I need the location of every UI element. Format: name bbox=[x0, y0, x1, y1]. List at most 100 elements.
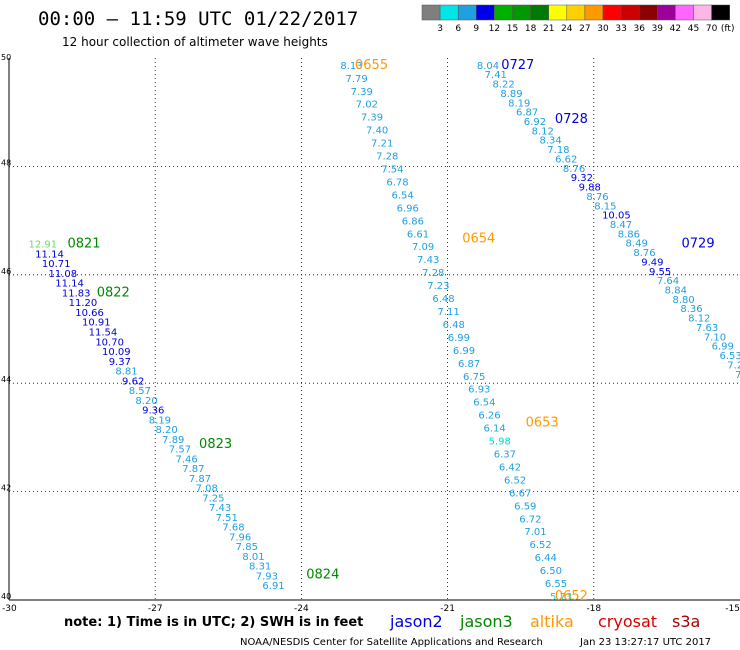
wave-height-value: 9.36 bbox=[142, 406, 164, 417]
wave-height-value: 7.79 bbox=[345, 74, 367, 85]
wave-height-value: 7.51 bbox=[216, 513, 238, 524]
wave-height-value: 6.59 bbox=[514, 501, 536, 512]
legend-label: 33 bbox=[615, 24, 626, 34]
wave-height-value: 7.63 bbox=[696, 323, 718, 334]
wave-height-value: 11.14 bbox=[35, 249, 64, 260]
wave-height-value: 8.15 bbox=[594, 201, 616, 212]
wave-height-value: 8.81 bbox=[115, 367, 137, 378]
legend-label: 45 bbox=[688, 24, 699, 34]
track-altika: 8.137.797.397.027.397.407.217.287.546.78… bbox=[340, 58, 588, 604]
legend-label: 12 bbox=[489, 24, 500, 34]
wave-height-value: 10.05 bbox=[602, 211, 631, 222]
wave-height-value: 6.78 bbox=[386, 177, 408, 188]
lat-tick-label: 44 bbox=[1, 375, 11, 384]
wave-height-value: 11.14 bbox=[55, 279, 84, 290]
legend-label: 18 bbox=[525, 24, 537, 34]
lat-tick-label: 48 bbox=[1, 158, 11, 167]
wave-height-value: 7.46 bbox=[176, 454, 198, 465]
wave-height-value: 8.86 bbox=[618, 229, 640, 240]
wave-height-value: 8.80 bbox=[673, 295, 695, 306]
legend-label: 42 bbox=[670, 24, 681, 34]
wave-height-value: 8.89 bbox=[500, 89, 522, 100]
wave-height-value: 8.31 bbox=[249, 562, 271, 573]
legend-swatch bbox=[711, 4, 730, 21]
wave-height-value: 8.04 bbox=[477, 61, 499, 72]
wave-height-value: 9.49 bbox=[641, 257, 663, 268]
wave-height-value: 6.14 bbox=[483, 424, 505, 435]
legend-swatch bbox=[566, 4, 586, 21]
lat-tick-label: 40 bbox=[1, 592, 11, 601]
pass-time-label: 0655 bbox=[355, 58, 388, 73]
satellite-name-jason2: jason2 bbox=[389, 612, 443, 631]
footer-note: note: 1) Time is in UTC; 2) SWH is in fe… bbox=[64, 615, 363, 630]
wave-height-value: 8.36 bbox=[680, 304, 702, 315]
wave-height-value: 7.64 bbox=[657, 276, 679, 287]
wave-height-value: 6.42 bbox=[499, 462, 521, 473]
wave-height-value: 9.88 bbox=[579, 183, 601, 194]
wave-height-value: 7.08 bbox=[196, 484, 218, 495]
wave-height-value: 6.44 bbox=[535, 553, 557, 564]
wave-height-value: 7.85 bbox=[236, 542, 258, 553]
wave-height-value: 8.47 bbox=[610, 220, 632, 231]
pass-time-label: 0727 bbox=[501, 58, 534, 73]
legend-label: 24 bbox=[561, 24, 573, 34]
wave-height-value: 7.57 bbox=[169, 445, 191, 456]
wave-height-value: 7.25 bbox=[202, 493, 224, 504]
legend-label: 9 bbox=[473, 24, 479, 34]
lon-tick-label: -18 bbox=[586, 604, 601, 614]
legend-label: 3 bbox=[437, 24, 443, 34]
satellite-name-altika: altika bbox=[530, 612, 574, 631]
wave-height-value: 11.54 bbox=[89, 328, 118, 339]
wave-height-value: 6.93 bbox=[468, 385, 490, 396]
wave-height-value: 8.57 bbox=[129, 386, 151, 397]
wave-height-value: 7.22 bbox=[727, 360, 740, 371]
map-grid bbox=[8, 58, 740, 601]
wave-height-value: 11.83 bbox=[62, 288, 91, 299]
wave-height-value: 6.48 bbox=[443, 320, 465, 331]
wave-height-value: 7.28 bbox=[422, 268, 444, 279]
legend-swatch bbox=[494, 4, 513, 21]
wave-height-value: 10.09 bbox=[102, 347, 131, 358]
wave-height-value: 6.99 bbox=[448, 333, 470, 344]
wave-height-value: 10.70 bbox=[95, 337, 124, 348]
wave-height-value: 6.99 bbox=[453, 346, 475, 357]
wave-height-value: 6.87 bbox=[516, 108, 538, 119]
legend-swatch bbox=[548, 4, 568, 21]
wave-height-value: 7.18 bbox=[547, 145, 569, 156]
satellite-name-s3a: s3a bbox=[672, 612, 700, 631]
legend-label: 36 bbox=[633, 24, 645, 34]
legend-swatch bbox=[584, 4, 604, 21]
wave-height-value: 8.84 bbox=[665, 286, 687, 297]
pass-time-label: 0652 bbox=[555, 589, 588, 604]
wave-height-value: 7.02 bbox=[356, 100, 378, 111]
wave-height-value: 8.13 bbox=[340, 61, 362, 72]
wave-height-value: 6.75 bbox=[463, 372, 485, 383]
color-legend: 3 6 9 12 15 18 21 24 27 30 33 36 39 42 45 70 (ft) bbox=[421, 4, 734, 34]
pass-time-label: 0824 bbox=[306, 567, 339, 582]
legend-label: 27 bbox=[579, 24, 590, 34]
wave-height-value: 7.39 bbox=[361, 113, 383, 124]
wave-height-value: 8.76 bbox=[563, 164, 585, 175]
wave-height-value: 9.62 bbox=[122, 376, 144, 387]
wave-height-value: 7.23 bbox=[427, 281, 449, 292]
pass-time-label: 0728 bbox=[555, 112, 588, 127]
wave-height-value: 6.72 bbox=[519, 514, 541, 525]
lon-tick-label: -30 bbox=[2, 604, 17, 614]
pass-time-label: 0654 bbox=[462, 231, 495, 246]
wave-height-value: 6.61 bbox=[407, 229, 429, 240]
wave-height-value: 10.91 bbox=[82, 318, 111, 329]
wave-height-value: 5.73 bbox=[550, 592, 572, 603]
wave-height-value: 6.26 bbox=[478, 411, 500, 422]
wave-height-value: 6.55 bbox=[545, 579, 567, 590]
wave-height-value: 7.93 bbox=[256, 571, 278, 582]
wave-height-value: 9.32 bbox=[571, 173, 593, 184]
satellite-name-cryosat: cryosat bbox=[598, 612, 657, 631]
pass-time-label: 0823 bbox=[199, 437, 232, 452]
wave-height-value: 7.21 bbox=[371, 139, 393, 150]
legend-swatch bbox=[530, 4, 549, 21]
chart-subtitle: 12 hour collection of altimeter wave hei… bbox=[62, 35, 328, 49]
wave-height-value: 8.22 bbox=[492, 80, 514, 91]
wave-height-value: 8.19 bbox=[149, 415, 171, 426]
wave-height-value: 6.37 bbox=[494, 449, 516, 460]
